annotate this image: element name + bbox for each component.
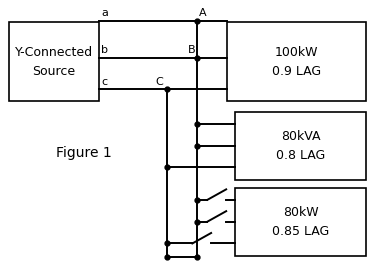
Text: c: c bbox=[101, 77, 107, 86]
Text: 80kVA
0.8 LAG: 80kVA 0.8 LAG bbox=[276, 130, 325, 162]
FancyBboxPatch shape bbox=[227, 22, 366, 101]
Text: C: C bbox=[156, 77, 163, 86]
Text: b: b bbox=[101, 45, 108, 55]
Text: 100kW
0.9 LAG: 100kW 0.9 LAG bbox=[272, 46, 321, 78]
Text: B: B bbox=[188, 45, 195, 55]
FancyBboxPatch shape bbox=[9, 22, 99, 101]
Text: a: a bbox=[101, 8, 108, 18]
Text: A: A bbox=[199, 8, 207, 18]
Text: 80kW
0.85 LAG: 80kW 0.85 LAG bbox=[272, 206, 329, 238]
FancyBboxPatch shape bbox=[235, 188, 366, 256]
Text: Figure 1: Figure 1 bbox=[56, 147, 112, 161]
Text: Y-Connected
Source: Y-Connected Source bbox=[15, 46, 93, 78]
FancyBboxPatch shape bbox=[235, 112, 366, 180]
